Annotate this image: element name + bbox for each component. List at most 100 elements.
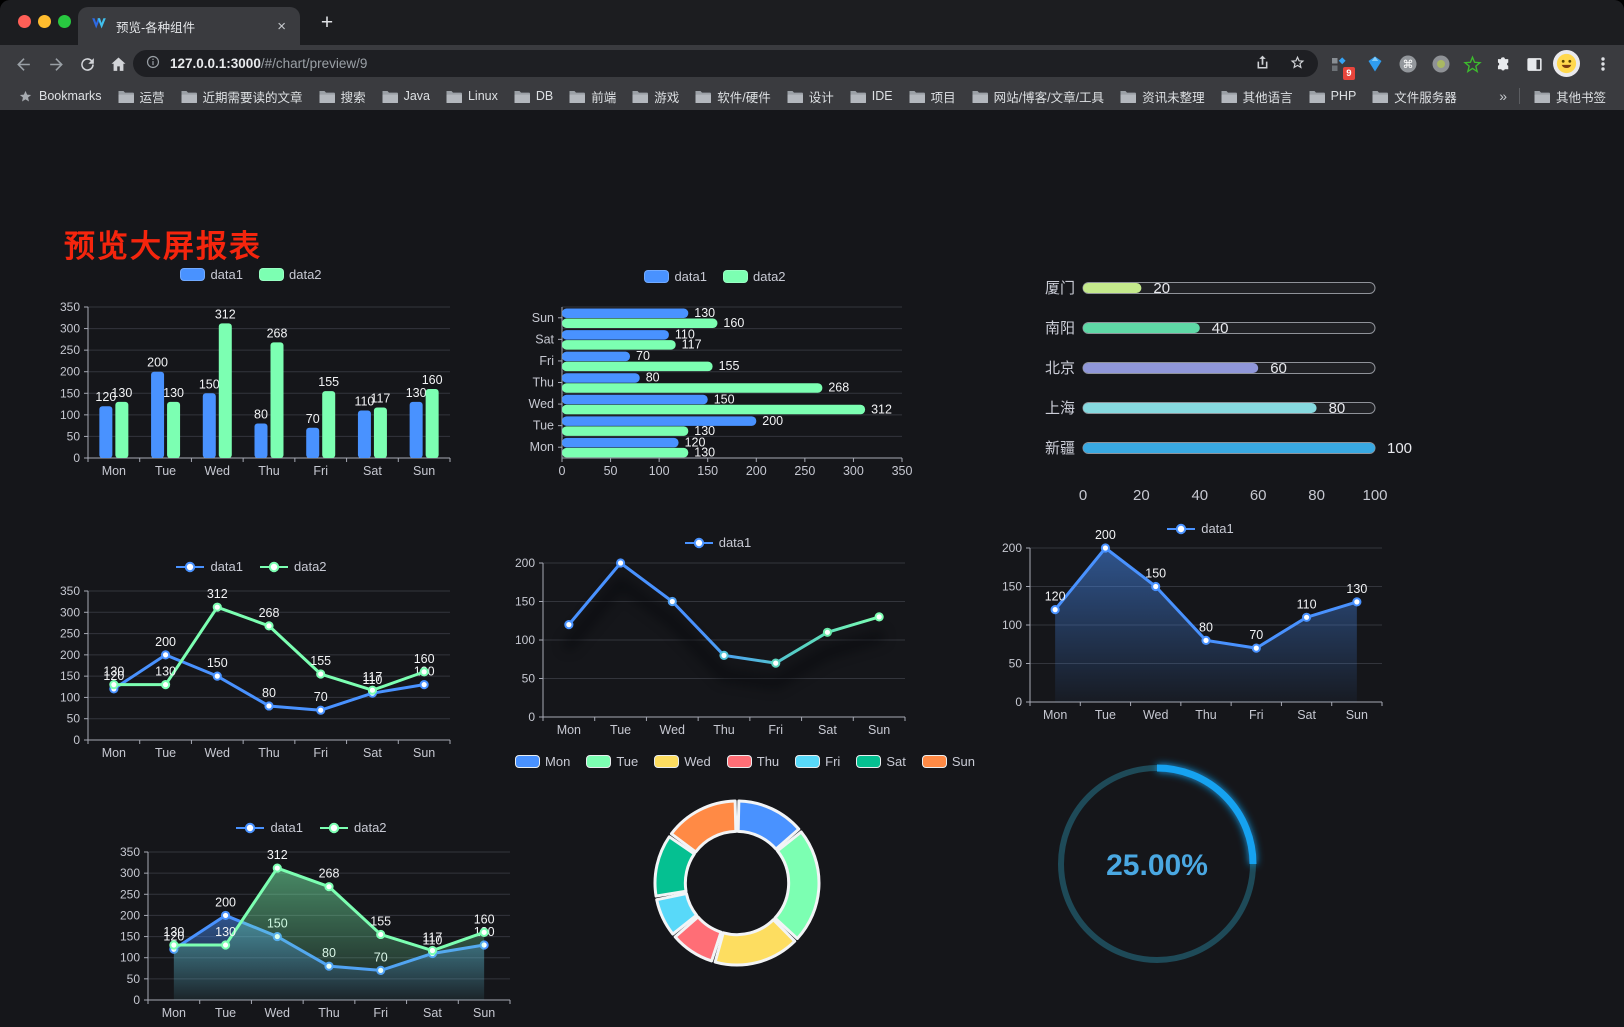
browser-menu-icon[interactable] bbox=[1591, 52, 1615, 76]
legend-item-data1[interactable]: data1 bbox=[180, 267, 243, 282]
legend-item-Wed[interactable]: Wed bbox=[654, 754, 711, 769]
svg-text:Fri: Fri bbox=[373, 1006, 388, 1020]
other-bookmarks-folder[interactable]: 其他书签 bbox=[1526, 84, 1614, 109]
bookmark-item[interactable]: Java bbox=[374, 86, 438, 106]
window-minimize-button[interactable] bbox=[38, 15, 51, 28]
svg-text:0: 0 bbox=[1079, 487, 1087, 504]
legend-item-data2[interactable]: data2 bbox=[259, 267, 322, 282]
new-tab-button[interactable]: + bbox=[320, 11, 334, 34]
svg-text:130: 130 bbox=[155, 665, 176, 679]
browser-tab[interactable]: 预览-各种组件 × bbox=[78, 7, 300, 45]
chart-double-line: data1 data2 0 50 100 150 200 250 300 350 Mon Tue Wed… bbox=[36, 551, 466, 769]
extension-proxy-icon[interactable]: 9 bbox=[1326, 52, 1355, 80]
bookmark-item[interactable]: 前端 bbox=[561, 84, 624, 109]
extension-command-icon[interactable]: ⌘ bbox=[1396, 52, 1420, 76]
pie-slice-Sun[interactable] bbox=[669, 799, 738, 854]
legend-label: data2 bbox=[354, 820, 387, 835]
svg-text:150: 150 bbox=[515, 595, 535, 609]
extension-star-icon[interactable] bbox=[1460, 52, 1484, 76]
legend-item-Sat[interactable]: Sat bbox=[856, 754, 906, 769]
svg-text:100: 100 bbox=[60, 690, 80, 704]
bookmarks-overflow-chevron[interactable]: » bbox=[1499, 88, 1507, 104]
legend-item-Mon[interactable]: Mon bbox=[515, 754, 570, 769]
tab-close-icon[interactable]: × bbox=[277, 17, 286, 35]
svg-text:60: 60 bbox=[1270, 360, 1287, 377]
bookmark-item[interactable]: 项目 bbox=[901, 84, 964, 109]
extension-gem-icon[interactable] bbox=[1363, 52, 1387, 76]
legend-item-data1[interactable]: data1 bbox=[235, 820, 303, 835]
bookmark-item[interactable]: 软件/硬件 bbox=[687, 84, 778, 109]
legend-item-Fri[interactable]: Fri bbox=[795, 754, 840, 769]
bookmark-item[interactable]: 网站/博客/文章/工具 bbox=[964, 84, 1112, 109]
svg-text:200: 200 bbox=[762, 414, 783, 428]
svg-text:20: 20 bbox=[1133, 487, 1150, 504]
forward-button[interactable] bbox=[45, 53, 67, 75]
pie-slice-Tue[interactable] bbox=[773, 830, 821, 941]
sidebar-toggle-icon[interactable] bbox=[1522, 52, 1546, 76]
legend-item-data2[interactable]: data2 bbox=[723, 269, 786, 284]
legend-item-Thu[interactable]: Thu bbox=[726, 754, 779, 769]
bookmark-star-icon[interactable] bbox=[1289, 54, 1306, 74]
svg-text:100: 100 bbox=[60, 408, 80, 422]
back-button[interactable] bbox=[12, 53, 34, 75]
bookmark-item[interactable]: 其他语言 bbox=[1213, 84, 1301, 109]
legend-item-data1[interactable]: data1 bbox=[644, 269, 707, 284]
bookmark-item[interactable]: 资讯未整理 bbox=[1112, 84, 1213, 109]
bookmark-item[interactable]: 近期需要读的文章 bbox=[173, 84, 311, 109]
svg-text:Sat: Sat bbox=[423, 1006, 442, 1020]
legend-item-data1[interactable]: data1 bbox=[175, 559, 243, 574]
page-info-icon[interactable] bbox=[145, 54, 161, 73]
legend-item-Tue[interactable]: Tue bbox=[586, 754, 638, 769]
address-bar[interactable]: 127.0.0.1:3000/#/chart/preview/9 bbox=[133, 50, 1318, 77]
bookmark-item[interactable]: 游戏 bbox=[624, 84, 687, 109]
window-close-button[interactable] bbox=[18, 15, 31, 28]
legend-label: data1 bbox=[210, 267, 243, 282]
pie-slice-Fri[interactable] bbox=[655, 892, 699, 936]
extensions-puzzle-icon[interactable] bbox=[1491, 52, 1515, 76]
svg-text:Sat: Sat bbox=[1297, 708, 1316, 722]
bookmark-item[interactable]: PHP bbox=[1301, 86, 1365, 106]
bookmark-label: Java bbox=[403, 89, 430, 103]
reload-button[interactable] bbox=[76, 53, 98, 75]
pie-slice-Mon[interactable] bbox=[736, 799, 801, 851]
legend-item-data2[interactable]: data2 bbox=[259, 559, 327, 574]
pie-slice-Sat[interactable] bbox=[653, 835, 696, 898]
svg-text:130: 130 bbox=[163, 386, 184, 400]
bookmark-label: 运营 bbox=[139, 90, 165, 105]
bookmark-label: 软件/硬件 bbox=[717, 90, 771, 105]
svg-text:150: 150 bbox=[120, 930, 140, 944]
legend-item-Sun[interactable]: Sun bbox=[921, 754, 975, 769]
legend-item-data1[interactable]: data1 bbox=[684, 535, 751, 550]
legend-label: data2 bbox=[289, 267, 322, 282]
pie-slice-Thu[interactable] bbox=[673, 915, 723, 963]
svg-text:北京: 北京 bbox=[1045, 360, 1075, 377]
svg-text:70: 70 bbox=[306, 412, 320, 426]
bookmark-item[interactable]: 设计 bbox=[779, 84, 842, 109]
svg-text:0: 0 bbox=[528, 710, 535, 724]
svg-text:312: 312 bbox=[267, 848, 288, 862]
folder-icon bbox=[632, 90, 649, 103]
bookmark-item[interactable]: 文件服务器 bbox=[1364, 84, 1465, 109]
bookmark-item[interactable]: IDE bbox=[842, 86, 901, 106]
legend-item-data2[interactable]: data2 bbox=[319, 820, 387, 835]
chart-legend: data1 bbox=[500, 535, 935, 550]
share-icon[interactable] bbox=[1254, 54, 1271, 74]
legend-item-data1[interactable]: data1 bbox=[1166, 521, 1234, 536]
bookmark-item[interactable]: Linux bbox=[438, 86, 506, 106]
svg-text:120: 120 bbox=[163, 929, 184, 943]
pie-slice-Wed[interactable] bbox=[713, 918, 797, 967]
svg-text:⌘: ⌘ bbox=[1403, 59, 1414, 71]
extension-record-icon[interactable] bbox=[1429, 52, 1453, 76]
bookmark-item[interactable]: 运营 bbox=[110, 84, 173, 109]
bookmark-item[interactable]: 搜索 bbox=[311, 84, 374, 109]
svg-text:Wed: Wed bbox=[205, 746, 231, 760]
home-button[interactable] bbox=[107, 53, 129, 75]
bookmark-label: DB bbox=[535, 89, 554, 103]
legend-label: data2 bbox=[753, 269, 786, 284]
profile-avatar[interactable] bbox=[1553, 50, 1580, 77]
window-zoom-button[interactable] bbox=[58, 15, 71, 28]
svg-text:150: 150 bbox=[714, 392, 735, 406]
bookmark-item[interactable]: Bookmarks bbox=[10, 86, 110, 107]
svg-text:Mon: Mon bbox=[1043, 708, 1067, 722]
bookmark-item[interactable]: DB bbox=[506, 86, 561, 106]
